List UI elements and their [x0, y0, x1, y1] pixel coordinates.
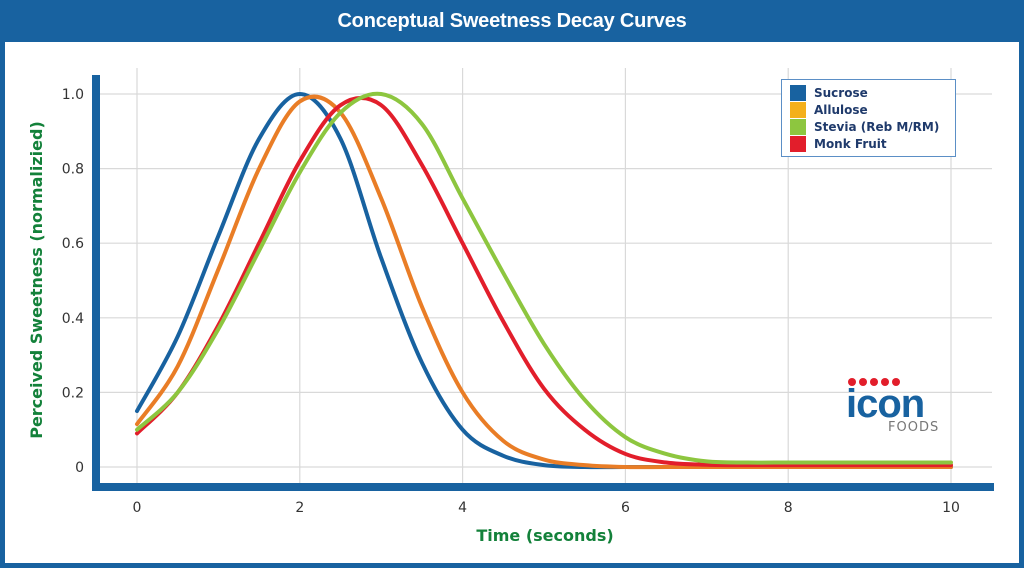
- legend-label: Monk Fruit: [814, 136, 887, 151]
- x-tick-label: 8: [784, 500, 793, 516]
- x-tick-label: 10: [942, 500, 960, 516]
- series-lines: [135, 91, 953, 470]
- y-tick-label: 0.4: [62, 311, 84, 327]
- legend: Sucrose Allulose Stevia (Reb M/RM) Monk Fru…: [781, 79, 956, 157]
- legend-swatch: [790, 135, 806, 152]
- title-bar: Conceptual Sweetness Decay Curves: [0, 0, 1024, 42]
- logo-dot: [892, 378, 900, 386]
- x-tick-label: 6: [621, 500, 630, 516]
- logo-dots: [848, 378, 900, 386]
- x-axis-title: Time (seconds): [476, 526, 613, 545]
- legend-swatch: [790, 118, 806, 135]
- icon-foods-logo: icon FOODS: [838, 374, 968, 440]
- legend-label: Stevia (Reb M/RM): [814, 119, 940, 134]
- legend-swatch: [790, 84, 806, 101]
- y-tick-label: 0: [75, 460, 84, 476]
- legend-item: Monk Fruit: [790, 135, 955, 152]
- chart-title: Conceptual Sweetness Decay Curves: [337, 9, 687, 32]
- logo-dot: [881, 378, 889, 386]
- y-tick-labels: 0 0.2 0.4 0.6 0.8 1.0: [62, 87, 84, 476]
- legend-label: Sucrose: [814, 85, 868, 100]
- x-tick-labels: 0 2 4 6 8 10: [133, 500, 960, 516]
- legend-label: Allulose: [814, 102, 868, 117]
- x-tick-label: 4: [458, 500, 467, 516]
- y-tick-label: 1.0: [62, 87, 84, 103]
- logo-dot: [870, 378, 878, 386]
- x-axis-bar: [92, 483, 994, 491]
- legend-swatch: [790, 101, 806, 118]
- x-tick-label: 2: [295, 500, 304, 516]
- logo-dot: [859, 378, 867, 386]
- y-tick-label: 0.6: [62, 236, 84, 252]
- series-line-stevia-reb-m-rm: [135, 91, 953, 465]
- x-tick-label: 0: [133, 500, 142, 516]
- legend-item: Sucrose: [790, 84, 955, 101]
- series-line-monk-fruit: [135, 95, 953, 468]
- logo-wordmark: icon: [846, 382, 925, 426]
- logo-subtitle: FOODS: [888, 420, 940, 435]
- legend-item: Stevia (Reb M/RM): [790, 118, 955, 135]
- logo-dot: [848, 378, 856, 386]
- legend-item: Allulose: [790, 101, 955, 118]
- y-axis-title: Perceived Sweetness (normalizied): [27, 121, 46, 439]
- y-axis-bar: [92, 75, 100, 490]
- y-tick-label: 0.8: [62, 162, 84, 178]
- y-tick-label: 0.2: [62, 385, 84, 401]
